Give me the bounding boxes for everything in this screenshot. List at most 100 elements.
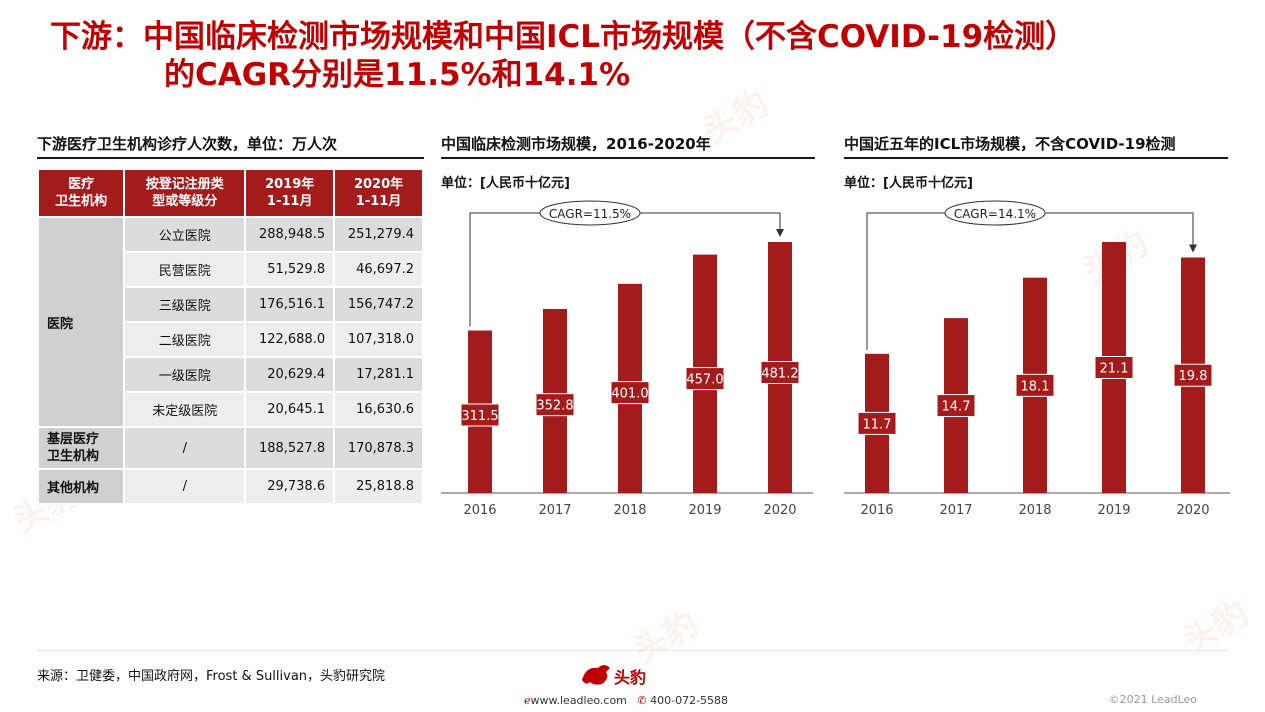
x-tick-label: 2019 [1097,503,1130,518]
other-category: 其他机构 [36,468,126,505]
row-2019: 188,527.8 [244,426,336,470]
row-2019: 20,629.4 [244,356,336,393]
hospital-category: 医院 [36,216,126,428]
cagr-ellipse [539,200,641,226]
x-tick-label: 2017 [939,503,972,518]
row-type: 三级医院 [123,286,247,323]
row-2020: 156,747.2 [333,286,424,323]
table-row: 医院 公立医院 288,948.5 251,279.4 [36,216,424,428]
value-label-box [760,361,800,385]
row-2019: 176,516.1 [244,286,336,323]
row-type: 未定级医院 [123,391,247,428]
x-tick-label: 2017 [538,503,571,518]
cagr-ellipse [944,200,1046,226]
header-institution: 医疗 卫生机构 [36,168,126,218]
title-line-2: 的CAGR分别是11.5%和14.1% [164,57,631,93]
value-label: 11.7 [863,417,892,432]
value-label-box [610,381,650,405]
x-tick-label: 2019 [688,503,721,518]
chart2-unit: 单位：[人民币十亿元] [844,176,973,191]
header-2019: 2019年 1-11月 [244,168,336,218]
title-line-1: 下游：中国临床检测市场规模和中国ICL市场规模（不含COVID-19检测） [50,19,1077,55]
x-tick-label: 2018 [613,503,646,518]
x-tick-label: 2016 [463,503,496,518]
value-label-box [535,393,575,417]
grassroots-category: 基层医疗 卫生机构 [36,426,126,470]
x-tick-label: 2020 [1176,503,1209,518]
value-label: 21.1 [1100,362,1129,377]
chart1-title-rule [441,157,815,159]
value-label-box [460,403,500,427]
row-2019: 51,529.8 [244,251,336,288]
table-row: 三级医院 176,516.1 156,747.2 [38,286,424,323]
table-row: 其他机构 / 29,738.6 25,818.8 [36,468,424,505]
value-label: 457.0 [686,373,723,388]
row-2019: 288,948.5 [244,216,336,253]
value-label-box [1173,363,1213,387]
icl-market-chart: 11.7 2016 14.7 2017 18.1 2018 21.1 2019 19.8 2020… [844,200,1230,518]
phone-icon: ✆ [637,694,647,707]
value-label-box [857,411,897,435]
cagr-arrow [776,229,784,237]
row-type: / [123,468,247,505]
value-label-box [1094,356,1134,379]
table-row: 民营医院 51,529.8 46,697.2 [38,251,424,288]
cagr-arrow [1189,244,1197,253]
page-title: 下游：中国临床检测市场规模和中国ICL市场规模（不含COVID-19检测） 的C… [50,18,1076,94]
website-link[interactable]: www.leadleo.com [530,694,627,707]
cagr-label: CAGR=14.1% [954,207,1036,221]
value-label: 14.7 [942,400,971,415]
value-label: 401.0 [611,387,648,402]
value-label-box [936,394,976,418]
row-2020: 46,697.2 [333,251,424,288]
source-note: 来源：卫健委，中国政府网，Frost & Sullivan，头豹研究院 [37,669,386,684]
logo-text: 头豹 [614,668,647,687]
value-label: 352.8 [536,399,573,414]
header-type: 按登记注册类 型或等级分 [123,168,247,218]
table-row: 二级医院 122,688.0 107,318.0 [38,321,424,358]
row-2020: 17,281.1 [333,356,424,393]
chart2-title: 中国近五年的ICL市场规模，不含COVID-19检测 [844,135,1176,153]
x-tick-label: 2018 [1018,503,1051,518]
table-row: 基层医疗 卫生机构 / 188,527.8 170,878.3 [36,426,424,470]
x-tick-label: 2020 [763,503,796,518]
table-title-rule [37,157,424,159]
row-2019: 122,688.0 [244,321,336,358]
x-tick-label: 2016 [860,503,893,518]
row-2020: 251,279.4 [333,216,424,253]
row-2020: 16,630.6 [333,391,424,428]
watermark: 头豹 [1176,593,1256,662]
copyright: ©2021 LeadLeo [1108,693,1197,706]
table-header-row: 医疗 卫生机构 按登记注册类 型或等级分 2019年 1-11月 2020年 1… [36,168,424,218]
chart1-title: 中国临床检测市场规模，2016-2020年 [441,135,711,153]
leadleo-logo-icon [582,665,610,685]
value-label: 481.2 [761,367,798,382]
row-type: 民营医院 [123,251,247,288]
footer-divider [37,650,1228,651]
header-2020: 2020年 1-11月 [333,168,424,218]
cagr-label: CAGR=11.5% [549,207,631,221]
row-type: 一级医院 [123,356,247,393]
clinical-testing-chart: 311.5 2016 352.8 2017 401.0 2018 457.0 2019 481.… [441,200,813,518]
table-title: 下游医疗卫生机构诊疗人次数，单位：万人次 [37,135,338,153]
row-type: 二级医院 [123,321,247,358]
value-label: 18.1 [1021,379,1050,394]
chart2-title-rule [844,157,1228,159]
chart1-unit: 单位：[人民币十亿元] [441,176,570,191]
web-icon: ℯ [524,694,531,707]
row-2020: 170,878.3 [333,426,424,470]
phone-number: 400-072-5588 [650,694,729,707]
value-label: 311.5 [461,409,498,424]
value-label-box [1015,373,1055,397]
value-label-box [685,367,725,391]
table-row: 未定级医院 20,645.1 16,630.6 [38,391,424,428]
row-type: 公立医院 [123,216,247,253]
value-label: 19.8 [1179,369,1208,384]
row-2019: 20,645.1 [244,391,336,428]
row-2020: 25,818.8 [333,468,424,505]
row-2020: 107,318.0 [333,321,424,358]
row-2019: 29,738.6 [244,468,336,505]
row-type: / [123,426,247,470]
table-row: 一级医院 20,629.4 17,281.1 [38,356,424,393]
contact-info: ℯwww.leadleo.com ✆ 400-072-5588 [524,694,728,707]
